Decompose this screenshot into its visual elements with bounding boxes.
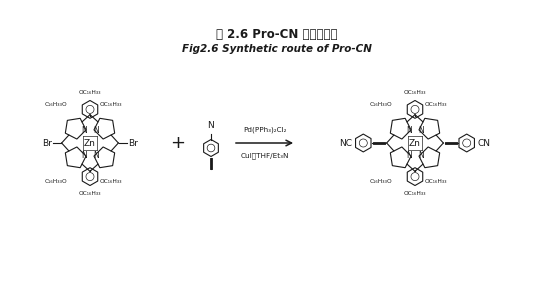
Text: OC₁₆H₃₃: OC₁₆H₃₃	[425, 103, 448, 107]
Text: N: N	[81, 126, 86, 135]
Text: N: N	[94, 151, 99, 160]
Text: OC₁₆H₃₃: OC₁₆H₃₃	[79, 90, 101, 96]
Text: +: +	[171, 134, 186, 152]
Text: N: N	[94, 126, 99, 135]
Text: OC₁₆H₃₃: OC₁₆H₃₃	[79, 191, 101, 196]
Text: Fig2.6 Synthetic route of Pro-CN: Fig2.6 Synthetic route of Pro-CN	[182, 44, 372, 54]
Text: N: N	[418, 151, 424, 160]
Text: N: N	[406, 126, 412, 135]
Text: C₁₆H₃₃O: C₁₆H₃₃O	[44, 178, 67, 183]
Text: OC₁₆H₃₃: OC₁₆H₃₃	[404, 191, 427, 196]
Text: N: N	[418, 126, 424, 135]
Text: OC₁₆H₃₃: OC₁₆H₃₃	[404, 90, 427, 96]
Text: C₁₆H₃₃O: C₁₆H₃₃O	[44, 103, 67, 107]
Text: OC₁₆H₃₃: OC₁₆H₃₃	[100, 178, 122, 183]
Text: Zn: Zn	[409, 139, 421, 148]
Text: C₁₆H₃₃O: C₁₆H₃₃O	[370, 178, 392, 183]
Text: NC: NC	[340, 139, 352, 148]
Text: OC₁₆H₃₃: OC₁₆H₃₃	[425, 178, 448, 183]
Text: Br: Br	[42, 139, 52, 148]
Text: Br: Br	[128, 139, 137, 148]
Text: Zn: Zn	[84, 139, 96, 148]
Text: Pd(PPh₃)₂Cl₂: Pd(PPh₃)₂Cl₂	[243, 127, 286, 133]
Text: OC₁₆H₃₃: OC₁₆H₃₃	[100, 103, 122, 107]
Text: CN: CN	[478, 139, 490, 148]
Text: CuI，THF/Et₃N: CuI，THF/Et₃N	[240, 153, 289, 159]
Text: N: N	[81, 151, 86, 160]
Text: C₁₆H₃₃O: C₁₆H₃₃O	[370, 103, 392, 107]
Text: N: N	[406, 151, 412, 160]
Text: 图 2.6 Pro-CN 的合成路线: 图 2.6 Pro-CN 的合成路线	[216, 28, 338, 40]
Text: N: N	[208, 121, 214, 130]
